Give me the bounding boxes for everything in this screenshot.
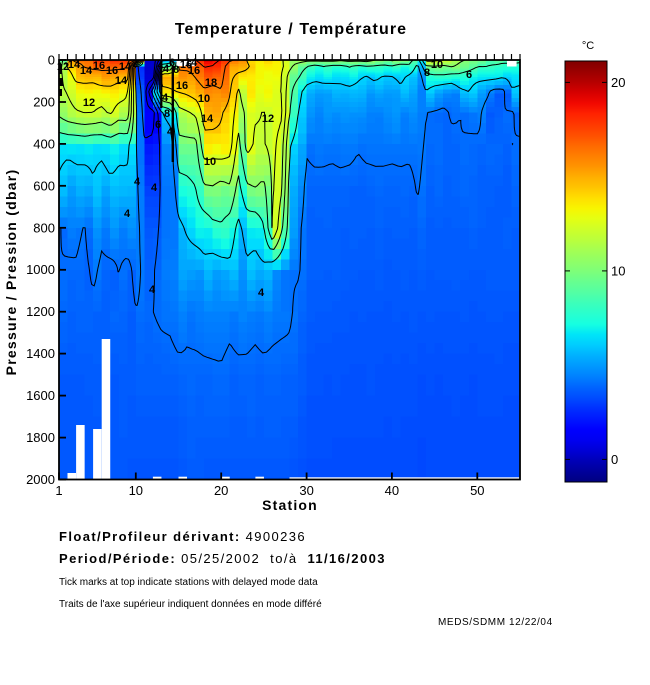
svg-text:Traits de l'axe supérieur indi: Traits de l'axe supérieur indiquent donn… [59,599,322,610]
svg-text:2: 2 [157,58,163,70]
svg-text:Float/Profileur dérivant: 4900: Float/Profileur dérivant: 4900236 [59,529,306,544]
svg-text:16: 16 [106,65,118,77]
svg-text:20: 20 [611,75,625,90]
svg-text:8: 8 [424,67,430,79]
svg-text:4: 4 [134,176,141,188]
svg-text:10: 10 [204,156,216,168]
svg-text:1400: 1400 [26,346,55,361]
svg-text:4: 4 [163,63,170,75]
svg-text:10: 10 [611,263,625,278]
svg-text:16: 16 [180,59,192,71]
svg-text:Tick marks at top indicate sta: Tick marks at top indicate stations with… [59,577,318,588]
svg-text:6: 6 [155,119,161,131]
svg-text:18: 18 [205,77,217,89]
svg-text:50: 50 [470,483,484,498]
svg-text:16: 16 [176,80,188,92]
svg-text:200: 200 [33,95,55,110]
svg-text:30: 30 [299,483,313,498]
svg-text:1600: 1600 [26,388,55,403]
svg-text:14: 14 [201,113,214,125]
svg-text:8: 8 [173,64,179,76]
svg-text:8: 8 [164,108,170,120]
svg-text:16: 16 [93,60,105,72]
svg-text:Temperature / Température: Temperature / Température [175,21,407,38]
svg-text:4: 4 [124,208,131,220]
svg-text:Period/Période: 05/25/2002 to: Period/Période: 05/25/2002 to/à 11/16/20… [59,551,386,566]
svg-text:0: 0 [611,452,618,467]
svg-text:12: 12 [83,97,95,109]
svg-text:1: 1 [55,483,62,498]
svg-text:6: 6 [169,57,175,69]
svg-text:10: 10 [129,483,143,498]
svg-text:14: 14 [80,65,93,77]
svg-text:40: 40 [385,483,399,498]
svg-text:1200: 1200 [26,304,55,319]
svg-text:800: 800 [33,220,55,235]
svg-text:4: 4 [258,287,265,299]
svg-text:14: 14 [68,59,81,71]
svg-text:MEDS/SDMM 12/22/04: MEDS/SDMM 12/22/04 [438,617,553,628]
svg-text:1800: 1800 [26,430,55,445]
svg-text:Station: Station [262,497,318,513]
svg-text:10: 10 [431,59,443,71]
svg-text:2000: 2000 [26,472,55,487]
svg-text:1000: 1000 [26,262,55,277]
svg-text:6: 6 [466,69,472,81]
svg-text:4: 4 [151,182,158,194]
svg-text:400: 400 [33,136,55,151]
svg-text:4: 4 [149,284,156,296]
svg-text:20: 20 [214,483,228,498]
svg-text:600: 600 [33,178,55,193]
svg-text:16: 16 [188,65,200,77]
svg-text:4: 4 [167,126,174,138]
svg-text:°C: °C [582,40,594,52]
svg-text:12: 12 [262,113,274,125]
svg-text:14: 14 [115,75,128,87]
svg-text:2: 2 [132,58,138,70]
svg-text:14: 14 [119,61,132,73]
svg-text:Pressure / Pression (dbar): Pressure / Pression (dbar) [3,169,19,376]
svg-text:0: 0 [48,53,55,68]
svg-text:4: 4 [162,92,169,104]
svg-text:10: 10 [198,93,210,105]
